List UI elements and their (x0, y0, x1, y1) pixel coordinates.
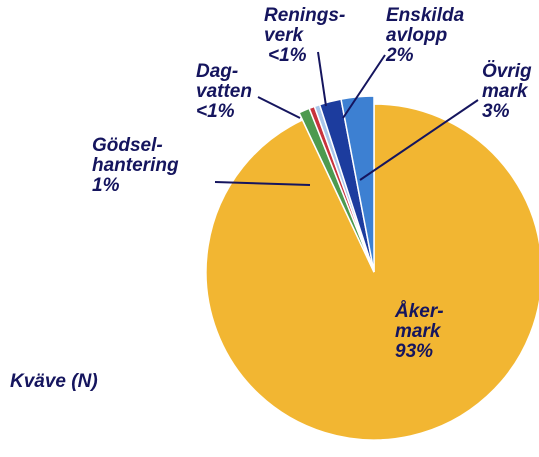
slice-label: Dag- vatten (196, 61, 252, 102)
chart-title: Kväve (N) (10, 371, 98, 392)
value-label: 1% (92, 175, 120, 196)
leader-line (342, 54, 386, 119)
leader-line (257, 96, 301, 119)
slice-label: Övrig mark (482, 61, 532, 102)
slice-label: Åker- mark (395, 301, 444, 342)
value-label: <1% (196, 101, 235, 122)
value-label: 93% (395, 341, 434, 362)
slice-label: Renings- verk (264, 5, 346, 46)
value-label: 2% (386, 45, 414, 66)
value-label: 3% (482, 101, 510, 122)
leader-line (214, 181, 311, 186)
pie-slice (205, 103, 539, 441)
leader-line (317, 51, 327, 107)
leader-line (359, 99, 479, 181)
slice-label: Gödsel- hantering (92, 135, 179, 176)
slice-label: Enskilda avlopp (386, 5, 465, 46)
value-label: <1% (268, 45, 307, 66)
